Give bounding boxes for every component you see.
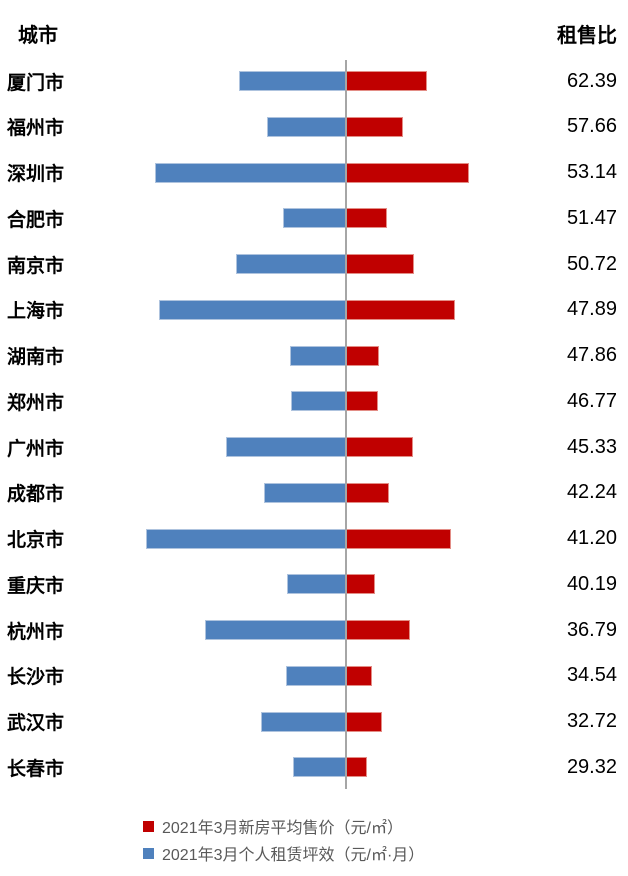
chart-row: 杭州市 36.79 [0, 607, 628, 653]
rent-bar [239, 71, 346, 91]
chart-row: 厦门市 62.39 [0, 58, 628, 104]
price-series-swatch-icon [143, 820, 154, 832]
rent-bar [226, 437, 346, 457]
price-bar [346, 391, 378, 412]
ratio-value: 42.24 [566, 481, 617, 504]
chart-row: 长沙市 34.54 [0, 653, 628, 699]
ratio-value: 34.54 [566, 664, 617, 687]
chart-row: 长春市 29.32 [0, 744, 628, 790]
price-bar [346, 757, 367, 778]
chart-row: 合肥市 51.47 [0, 195, 628, 241]
price-bar [346, 665, 372, 686]
ratio-value: 41.20 [566, 527, 617, 549]
chart-row: 北京市 41.20 [0, 516, 628, 562]
chart-row: 南京市 50.72 [0, 241, 628, 287]
price-bar [346, 299, 455, 320]
center-axis-line [345, 60, 347, 789]
rent-bar [155, 162, 346, 183]
city-label: 福州市 [7, 118, 65, 140]
rent-bar [287, 574, 346, 595]
chart-row: 重庆市 40.19 [0, 561, 628, 607]
rent-bar [205, 620, 346, 640]
chart-row: 深圳市 53.14 [0, 150, 628, 196]
ratio-value: 40.19 [566, 572, 617, 595]
rent-bar [290, 345, 346, 366]
city-label: 广州市 [7, 438, 65, 460]
city-label: 杭州市 [7, 621, 65, 643]
price-bar [346, 437, 413, 457]
price-bar [346, 528, 451, 549]
rent-bar [261, 711, 346, 732]
rent-bar [293, 757, 346, 778]
city-label: 南京市 [7, 255, 65, 277]
ratio-value: 62.39 [566, 69, 617, 92]
price-bar [346, 482, 389, 503]
rent-bar [286, 665, 346, 686]
legend-item-rent: 2021年3月个人租赁坪效（元/㎡·月） [143, 842, 424, 864]
city-label: 长沙市 [7, 667, 65, 689]
ratio-value: 57.66 [566, 115, 617, 138]
price-bar [346, 574, 375, 595]
city-label: 成都市 [7, 484, 65, 506]
city-label: 郑州市 [7, 392, 65, 414]
legend-label-rent: 2021年3月个人租赁坪效（元/㎡·月） [162, 847, 425, 864]
city-label: 重庆市 [7, 575, 65, 597]
legend-label-price: 2021年3月新房平均售价（元/㎡） [162, 820, 403, 837]
price-bar [346, 711, 382, 732]
rent-bar [264, 482, 346, 503]
ratio-value: 32.72 [566, 710, 617, 732]
chart-row: 广州市 45.33 [0, 424, 628, 470]
ratio-value: 29.32 [566, 755, 617, 778]
city-label: 武汉市 [7, 713, 65, 734]
city-label: 长春市 [7, 758, 65, 780]
price-bar [346, 208, 387, 229]
price-bar [346, 254, 414, 274]
ratio-column-header: 租售比 [557, 24, 617, 47]
rent-series-swatch-icon [143, 847, 154, 859]
ratio-value: 51.47 [566, 206, 617, 229]
ratio-value: 36.79 [566, 618, 617, 641]
city-label: 北京市 [7, 530, 65, 551]
chart-row: 福州市 57.66 [0, 104, 628, 150]
city-label: 合肥市 [7, 209, 65, 231]
chart-row: 郑州市 46.77 [0, 378, 628, 424]
chart-row: 武汉市 32.72 [0, 699, 628, 745]
rent-bar [267, 116, 346, 137]
city-label: 湖南市 [7, 347, 65, 368]
city-label: 深圳市 [7, 164, 65, 185]
ratio-value: 46.77 [566, 389, 617, 412]
price-bar [346, 116, 403, 137]
rent-bar [236, 254, 346, 274]
ratio-value: 50.72 [566, 252, 617, 275]
rent-bar [146, 528, 346, 549]
city-column-header: 城市 [18, 24, 58, 47]
price-bar [346, 162, 469, 183]
ratio-value: 47.89 [566, 298, 617, 321]
price-bar [346, 345, 379, 366]
chart-row: 成都市 42.24 [0, 470, 628, 516]
chart-row: 上海市 47.89 [0, 287, 628, 333]
ratio-value: 47.86 [566, 344, 617, 366]
chart-row: 湖南市 47.86 [0, 333, 628, 379]
price-bar [346, 71, 427, 91]
city-label: 厦门市 [7, 72, 65, 94]
ratio-value: 45.33 [566, 435, 617, 458]
rent-bar [291, 391, 346, 412]
price-bar [346, 620, 410, 640]
legend: 2021年3月新房平均售价（元/㎡） 2021年3月个人租赁坪效（元/㎡·月） [143, 815, 424, 864]
rent-bar [159, 299, 346, 320]
ratio-value: 53.14 [566, 161, 617, 183]
city-label: 上海市 [7, 301, 65, 323]
rent-bar [283, 208, 346, 229]
legend-item-price: 2021年3月新房平均售价（元/㎡） [143, 815, 424, 837]
